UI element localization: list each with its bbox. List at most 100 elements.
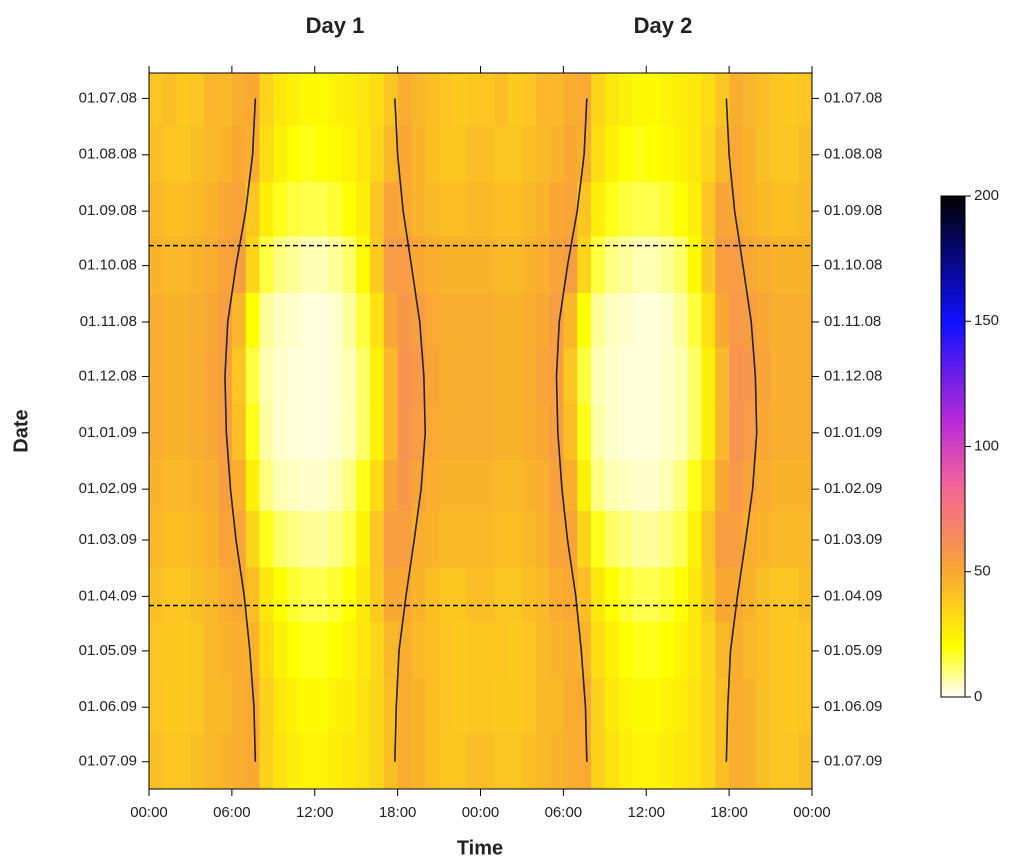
heat-cell [508,125,523,183]
heat-cell [300,403,316,461]
heat-cell [204,73,219,127]
heat-cell [190,125,205,183]
heat-cell [245,236,260,294]
heat-cell [411,510,426,568]
heat-cell [660,403,675,461]
heat-cell [494,347,509,405]
heat-cell [300,510,316,568]
heat-cell [480,236,495,294]
heat-cell [673,125,689,183]
heat-cell [162,510,178,568]
heat-cell [715,73,730,127]
heat-cell [383,347,399,405]
heat-cell [549,125,564,183]
heat-cell [508,460,523,512]
heat-cell [494,567,509,623]
heat-cell [687,732,702,790]
heat-cell [231,678,247,734]
heat-cell [259,73,274,127]
heat-cell [494,292,509,348]
y-tick-label: 01.07.08 [79,89,137,106]
heat-cell [273,510,288,568]
heat-cell [756,73,772,127]
heat-cell [687,73,702,127]
heat-cell [646,182,661,238]
heat-cell [604,732,620,790]
heat-cell [729,347,744,405]
heat-cell [397,732,412,790]
heat-cell [521,292,537,348]
heat-cell [660,125,675,183]
heat-cell [660,510,675,568]
heat-cell [618,403,633,461]
day-title: Day 1 [306,13,365,38]
heat-cell [176,182,191,238]
heat-cell [149,510,164,568]
heat-cell [494,621,509,679]
heat-cell [149,347,164,405]
heat-cell [245,403,260,461]
heat-cell [687,460,702,512]
heat-cell [508,510,523,568]
heat-cell [162,732,178,790]
heat-cell [273,460,288,512]
heat-cell [439,125,454,183]
heat-cell [411,73,426,127]
heat-cell [383,182,399,238]
heat-cell [439,678,454,734]
heat-cell [176,567,191,623]
heat-cell [466,347,481,405]
heat-cell [577,292,592,348]
heat-cell [521,567,537,623]
heat-cell [480,678,495,734]
heat-cell [618,73,633,127]
twilight-curve [555,98,588,762]
heat-cell [494,403,509,461]
heat-cell [701,125,716,183]
heat-cell [784,236,799,294]
heat-cell [784,182,799,238]
heat-cell [342,182,357,238]
heat-cell [687,678,702,734]
heat-cell [701,292,716,348]
heat-cell [770,292,785,348]
heat-cell [356,125,371,183]
heat-cell [439,292,454,348]
heat-cell [604,460,620,512]
heat-cell [784,73,799,127]
heat-cell [328,567,343,623]
heat-cell [604,678,620,734]
heat-cell [259,460,274,512]
heat-cell [632,732,647,790]
heat-cell [494,236,509,294]
heat-cell [549,567,564,623]
heat-cell [439,347,454,405]
heat-cell [190,182,205,238]
heat-cell [535,567,551,623]
heat-cell [452,460,468,512]
heat-cell [770,125,785,183]
heat-cell [563,125,578,183]
y-tick-label: 01.09.08 [79,202,137,219]
heat-cell [591,510,606,568]
heat-cell [314,621,330,679]
heat-cell [425,292,440,348]
heat-cell [701,182,716,238]
heat-cell [646,460,661,512]
heat-cell [300,732,316,790]
heat-cell [149,182,164,238]
heat-cell [287,460,302,512]
heat-cell [218,567,233,623]
heat-cell [176,510,191,568]
heat-cell [190,621,205,679]
heat-cell [314,732,330,790]
heat-cell [204,510,219,568]
heat-cell [259,125,274,183]
heat-cell [287,567,302,623]
heat-cell [328,73,343,127]
heat-cell [646,236,661,294]
heat-cell [356,678,371,734]
heat-cell [604,621,620,679]
heat-cell [190,678,205,734]
heat-cell [729,678,744,734]
